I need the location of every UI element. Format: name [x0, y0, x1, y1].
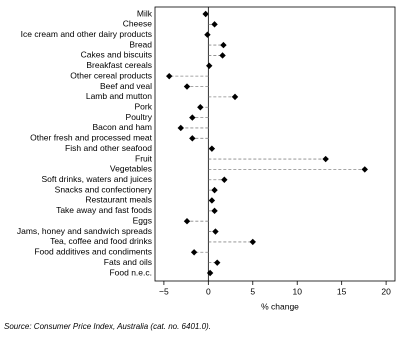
- dot: [249, 238, 256, 246]
- dot: [220, 41, 227, 49]
- dot: [206, 62, 213, 69]
- dot: [204, 31, 211, 38]
- y-tick-label: Lamb and mutton: [86, 91, 152, 101]
- x-tick-label: 10: [292, 286, 302, 296]
- dot: [212, 228, 219, 235]
- x-axis-label: % change: [261, 301, 299, 311]
- dot: [361, 166, 368, 173]
- dot: [214, 259, 221, 266]
- y-tick-label: Bacon and ham: [92, 122, 152, 132]
- dot: [166, 72, 173, 80]
- dot: [190, 249, 198, 256]
- y-tick-label: Pork: [135, 101, 153, 111]
- x-tick-label: 20: [381, 286, 391, 296]
- y-tick-label: Bread: [129, 39, 152, 49]
- y-tick-label: Milk: [137, 8, 153, 18]
- y-tick-label: Snacks and confectionery: [55, 184, 153, 194]
- y-tick-label: Food additives and condiments: [34, 247, 152, 257]
- y-tick-label: Tea, coffee and food drinks: [50, 236, 152, 246]
- x-tick-label: 0: [206, 286, 211, 296]
- dot: [183, 218, 191, 225]
- source-note: Source: Consumer Price Index, Australia …: [4, 322, 211, 331]
- y-tick-label: Jams, honey and sandwich spreads: [17, 226, 152, 236]
- dot: [208, 197, 216, 204]
- dot: [189, 114, 196, 121]
- y-tick-label: Other fresh and processed meat: [30, 133, 153, 143]
- dot: [206, 269, 214, 277]
- y-tick-label: Ice cream and other dairy products: [21, 29, 152, 39]
- x-tick-label: −5: [159, 286, 169, 296]
- y-tick-label: Breakfast cereals: [86, 60, 152, 70]
- y-tick-label: Soft drinks, waters and juices: [41, 174, 152, 184]
- dot: [189, 135, 196, 142]
- y-tick-label: Cakes and biscuits: [81, 50, 152, 60]
- dot: [211, 21, 218, 28]
- dot: [211, 186, 218, 194]
- y-tick-label: Poultry: [126, 112, 153, 122]
- dot: [197, 104, 204, 111]
- dot: [202, 10, 209, 18]
- y-tick-label: Fats and oils: [104, 257, 152, 267]
- y-tick-label: Vegetables: [110, 164, 152, 174]
- dot: [221, 176, 228, 183]
- dot: [177, 124, 184, 132]
- y-tick-label: Take away and fast foods: [56, 205, 152, 215]
- y-tick-label: Eggs: [133, 215, 152, 225]
- x-tick-label: 5: [250, 286, 255, 296]
- x-tick-label: 15: [337, 286, 347, 296]
- dot: [183, 83, 191, 90]
- y-tick-label: Fruit: [135, 153, 153, 163]
- dot: [322, 155, 329, 163]
- dot: [208, 145, 216, 152]
- dot: [211, 207, 218, 215]
- y-tick-label: Fish and other seafood: [65, 143, 152, 153]
- y-tick-label: Cheese: [123, 19, 153, 29]
- plot-frame: [154, 6, 396, 282]
- dot: [231, 93, 239, 101]
- y-tick-label: Beef and veal: [100, 81, 152, 91]
- dot: [219, 52, 226, 59]
- y-tick-label: Other cereal products: [70, 70, 152, 80]
- y-tick-label: Restaurant meals: [85, 195, 152, 205]
- y-tick-label: Food n.e.c.: [109, 267, 152, 277]
